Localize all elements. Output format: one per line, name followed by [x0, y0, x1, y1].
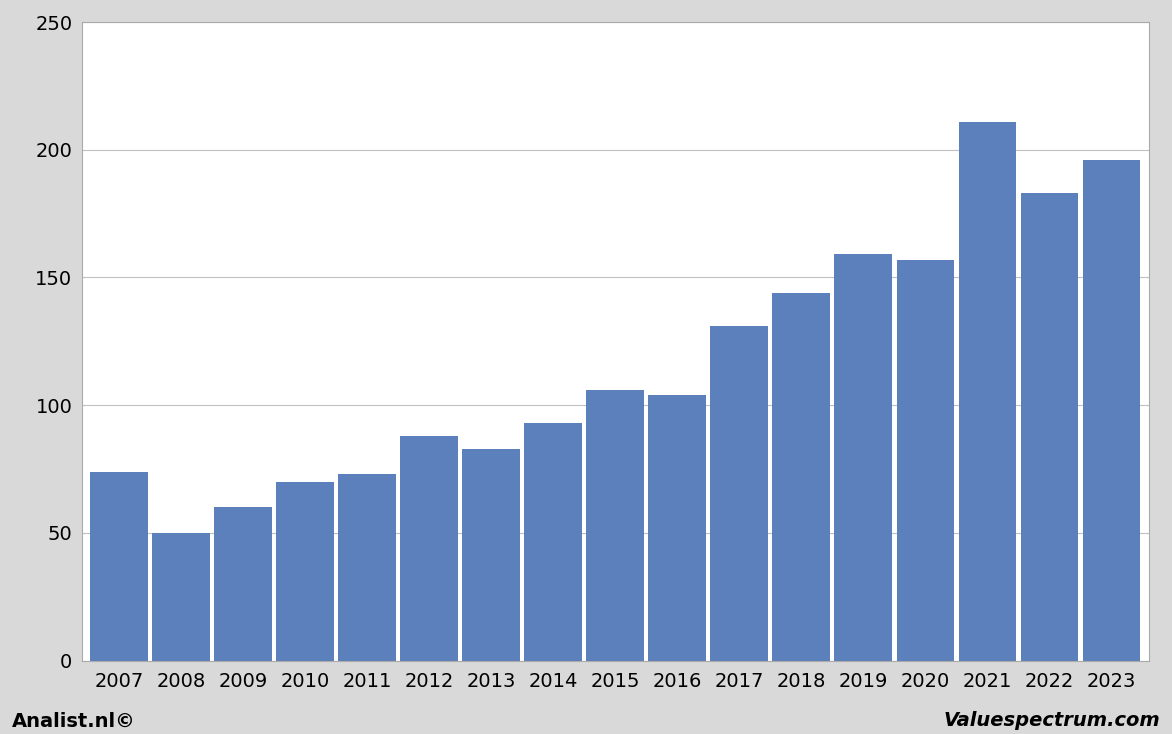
- Bar: [959, 122, 1016, 661]
- Bar: [277, 482, 334, 661]
- Text: Analist.nl©: Analist.nl©: [12, 711, 136, 730]
- Bar: [586, 390, 645, 661]
- Bar: [152, 533, 210, 661]
- Bar: [1083, 160, 1140, 661]
- Bar: [710, 326, 768, 661]
- Bar: [214, 507, 272, 661]
- Bar: [463, 448, 520, 661]
- Bar: [772, 293, 830, 661]
- Bar: [90, 471, 148, 661]
- Bar: [648, 395, 707, 661]
- Bar: [339, 474, 396, 661]
- Bar: [834, 255, 892, 661]
- Text: Valuespectrum.com: Valuespectrum.com: [943, 711, 1160, 730]
- Bar: [524, 423, 582, 661]
- Bar: [401, 436, 458, 661]
- Bar: [897, 260, 954, 661]
- Bar: [1021, 193, 1078, 661]
